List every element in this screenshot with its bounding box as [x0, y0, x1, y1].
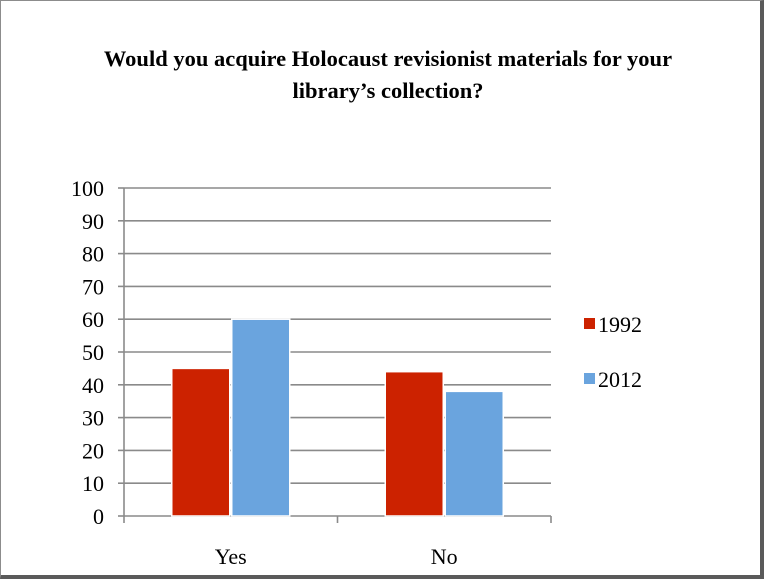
- y-tick-label: 80: [82, 242, 104, 267]
- y-tick-label: 50: [82, 340, 104, 365]
- bar-1992-yes: [171, 367, 231, 517]
- legend-label-2012: 2012: [598, 367, 642, 392]
- x-tick-label: No: [431, 544, 458, 569]
- legend-label-1992: 1992: [598, 312, 642, 337]
- y-tick-label: 60: [82, 307, 104, 332]
- y-tick-label: 90: [82, 209, 104, 234]
- y-tick-label: 30: [82, 406, 104, 431]
- y-tick-label: 0: [93, 504, 104, 529]
- legend-swatch-2012: [584, 373, 595, 384]
- bar-1992-no: [384, 370, 444, 517]
- y-tick-label: 10: [82, 471, 104, 496]
- y-tick-label: 100: [71, 176, 104, 201]
- y-tick-label: 20: [82, 438, 104, 463]
- y-tick-label: 70: [82, 274, 104, 299]
- bar-2012-yes: [231, 318, 291, 517]
- legend-swatch-1992: [584, 318, 595, 329]
- y-tick-label: 40: [82, 373, 104, 398]
- chart-title: Would you acquire Holocaust revisionist …: [103, 46, 673, 103]
- x-tick-label: Yes: [215, 544, 247, 569]
- bar-2012-no: [444, 390, 504, 517]
